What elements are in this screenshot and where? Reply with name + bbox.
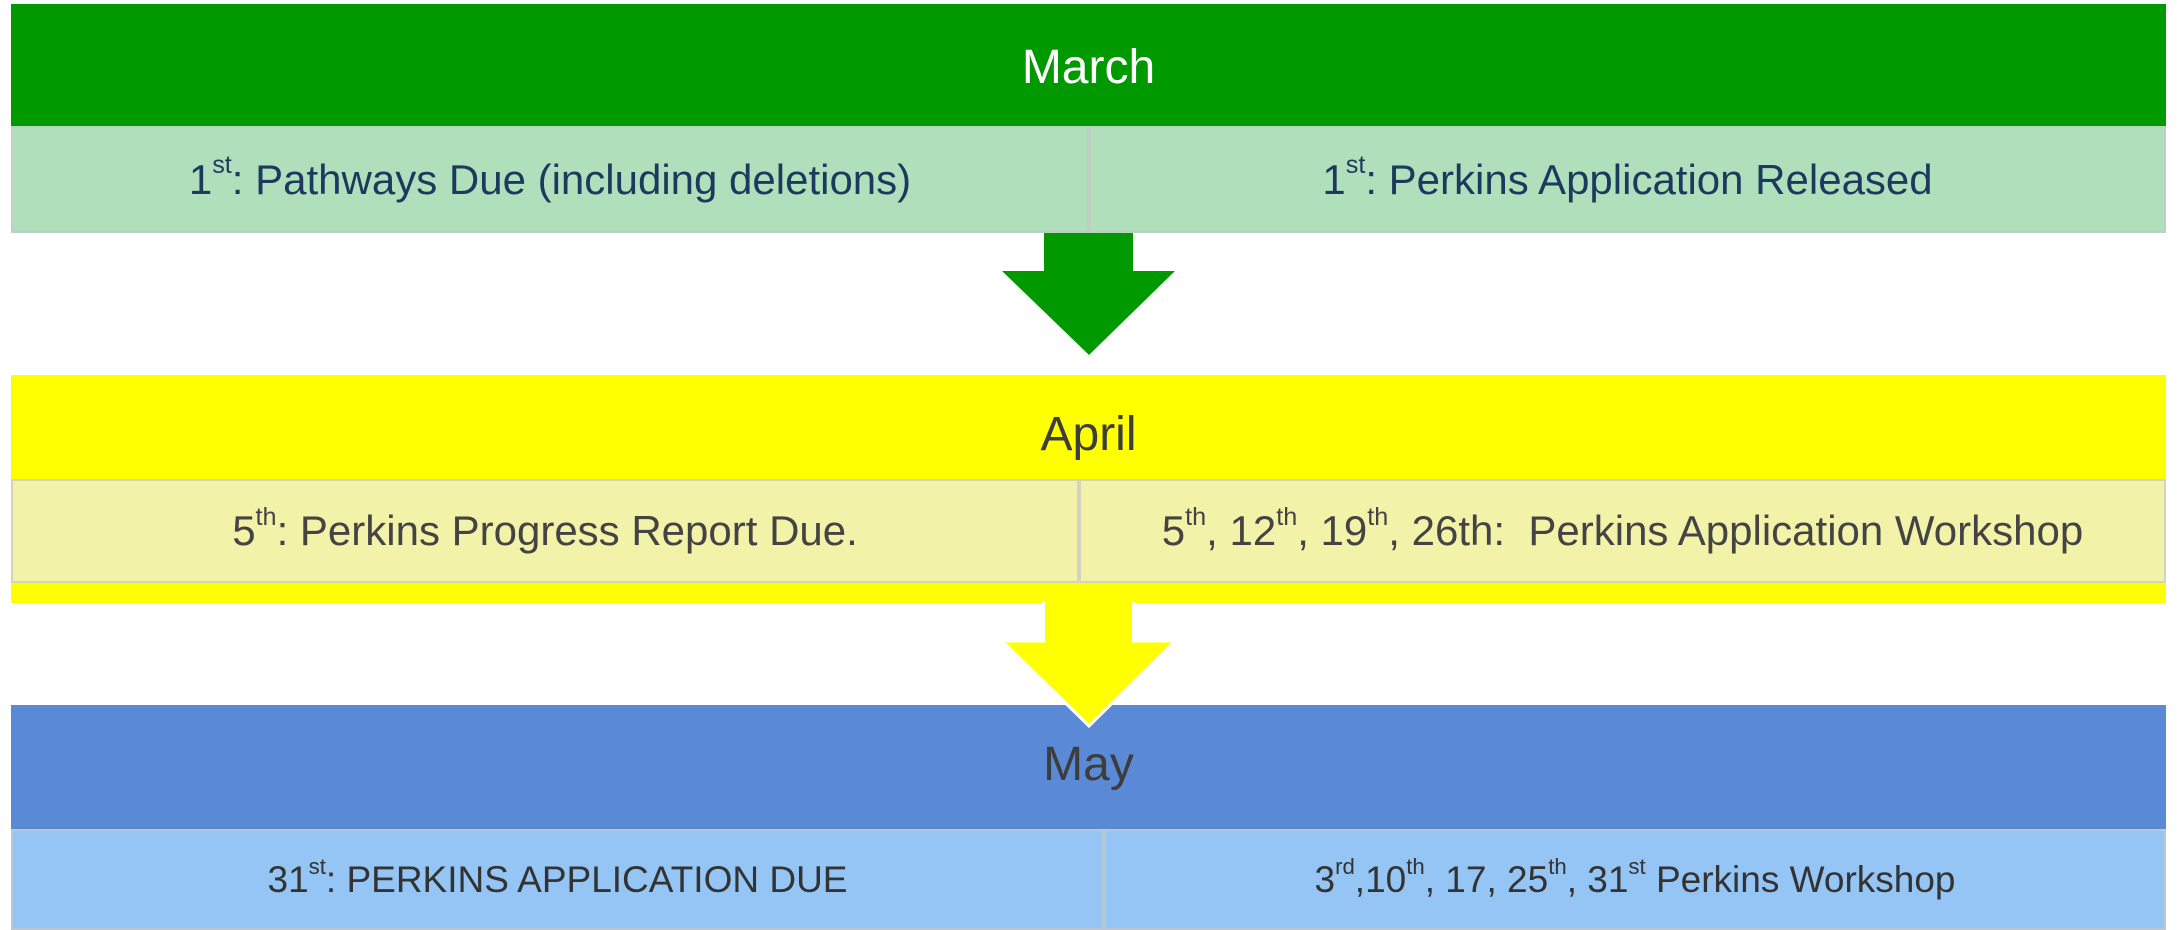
month-title: May [1043, 738, 1134, 791]
event-text: : Perkins Progress Report Due. [276, 507, 858, 554]
ordinal-suffix: th [1548, 854, 1567, 880]
ordinal-suffix: rd [1335, 854, 1355, 880]
march-header-bg [11, 4, 2166, 126]
event-text: , 12 [1206, 507, 1277, 554]
event-text: 1 [1322, 155, 1346, 203]
event-text: 3 [1314, 858, 1336, 900]
event-text: 5 [232, 507, 256, 554]
event-text: , 31 [1566, 858, 1629, 900]
event-text: : PERKINS APPLICATION DUE [325, 858, 848, 900]
event-text: ,10 [1354, 858, 1407, 900]
month-title: April [1040, 408, 1137, 461]
yellow-arrow-stem-cover [1045, 600, 1132, 643]
ordinal-suffix: st [1628, 854, 1646, 880]
green-arrow [1002, 233, 1175, 355]
event-text: , 17, 25 [1424, 858, 1549, 900]
event-text: Perkins Workshop [1645, 858, 1956, 900]
event-text: : Pathways Due (including deletions) [231, 155, 912, 203]
ordinal-suffix: st [308, 854, 326, 880]
ordinal-suffix: th [1367, 502, 1389, 531]
ordinal-suffix: th [1185, 502, 1207, 531]
event-text: , 19 [1297, 507, 1368, 554]
ordinal-suffix: th [1276, 502, 1298, 531]
ordinal-suffix: th [255, 502, 277, 531]
event-text: 31 [267, 858, 309, 900]
event-text: : Perkins Application Released [1365, 155, 1933, 203]
ordinal-suffix: st [1345, 151, 1366, 180]
event-text: 5 [1161, 507, 1186, 554]
ordinal-suffix: th [1406, 854, 1425, 880]
event-text: 1 [188, 155, 213, 203]
ordinal-suffix: st [212, 151, 232, 180]
month-title: March [1021, 41, 1156, 94]
event-text: , 26th: Perkins Application Workshop [1388, 507, 2084, 554]
